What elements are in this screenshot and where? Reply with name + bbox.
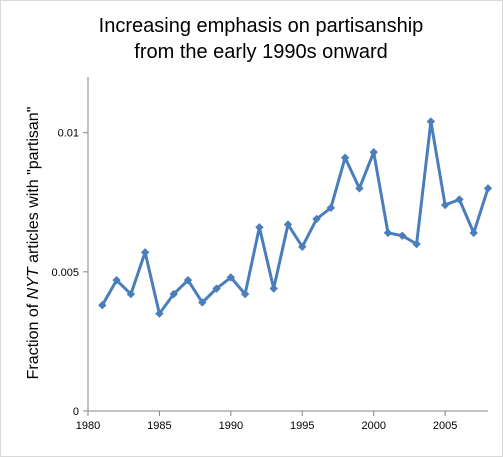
data-point-marker: [455, 195, 464, 204]
data-point-marker: [269, 284, 278, 293]
data-point-marker: [126, 289, 136, 299]
data-point-marker: [369, 147, 378, 157]
y-tick-label: 0.01: [58, 128, 79, 140]
chart-title: Increasing emphasis on partisanship from…: [41, 13, 481, 65]
data-point-marker: [326, 203, 336, 213]
x-tick-label: 1995: [290, 420, 314, 432]
data-point-marker: [426, 117, 436, 126]
data-point-marker: [283, 220, 293, 229]
data-point-marker: [169, 289, 178, 299]
y-tick-label: 0.005: [51, 267, 79, 279]
data-point-marker: [355, 184, 364, 193]
data-point-marker: [112, 275, 121, 285]
chart-title-line-1: Increasing emphasis on partisanship: [98, 15, 424, 37]
series-line: [100, 120, 490, 316]
data-point-marker: [312, 214, 321, 224]
data-point-marker: [212, 284, 221, 293]
x-tick-label: 1980: [76, 420, 100, 432]
data-point-marker: [469, 228, 478, 238]
data-point-marker: [155, 309, 164, 318]
data-point-marker: [240, 289, 250, 299]
y-tick-label: 0: [73, 406, 79, 418]
data-point-marker: [140, 248, 150, 257]
data-point-marker: [398, 231, 407, 240]
data-point-marker: [183, 275, 193, 285]
data-point-marker: [483, 184, 493, 193]
x-tick-label: 1990: [219, 420, 243, 432]
x-tick-label: 2005: [433, 420, 457, 432]
x-tick-label: 2000: [361, 420, 385, 432]
data-point-marker: [255, 223, 264, 232]
data-point-marker: [383, 228, 393, 238]
x-tick-label: 1985: [147, 420, 171, 432]
chart-title-line-2: from the early 1990s onward: [134, 41, 388, 63]
data-point-marker: [440, 200, 450, 210]
data-point-marker: [98, 301, 107, 310]
data-point-marker: [298, 242, 307, 251]
data-point-marker: [412, 239, 421, 249]
data-point-marker: [226, 273, 236, 282]
data-point-marker: [198, 298, 207, 307]
data-point-marker: [340, 153, 350, 162]
